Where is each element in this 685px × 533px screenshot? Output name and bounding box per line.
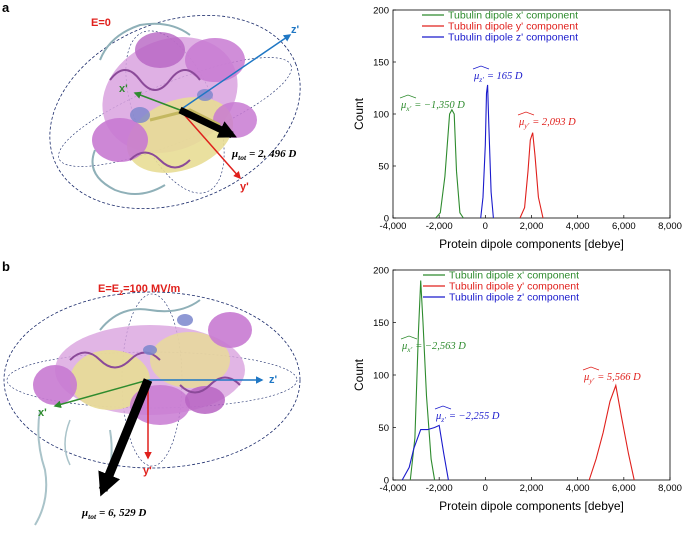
z-axis-arrow xyxy=(179,34,292,111)
x-tick-label: -2,000 xyxy=(426,483,453,494)
series-line-green xyxy=(435,108,464,219)
x-tick-label: 8,000 xyxy=(658,483,682,494)
x-tick-label: 8,000 xyxy=(658,221,682,232)
mu-total-label-b: μtot = 6, 529 D xyxy=(81,507,146,521)
x-tick-label: 2,000 xyxy=(520,483,544,494)
protein-structure xyxy=(33,299,252,526)
series-line-blue xyxy=(401,424,449,481)
ellipsoid-equator xyxy=(6,351,298,409)
y-tick-label: 200 xyxy=(373,266,389,277)
field-label-a: E=0 xyxy=(91,17,111,29)
panel-label-a: a xyxy=(2,0,10,15)
hat-mark xyxy=(434,405,452,410)
panel-a-structure: a E=0 z' x' y' μtot = 2, 496 D xyxy=(2,0,301,210)
x-tick-label: 6,000 xyxy=(612,221,636,232)
x-axis-label: x' xyxy=(119,83,128,95)
z-axis-label: z' xyxy=(291,24,300,36)
y-axis-title: Count xyxy=(352,97,366,130)
legend-entry: Tubulin dipole y' component xyxy=(448,21,578,33)
hat-mark xyxy=(582,366,600,371)
hat-mark xyxy=(400,335,418,340)
total-dipole-arrow xyxy=(178,106,237,139)
y-tick-label: 100 xyxy=(373,110,389,121)
x-tick-label: -2,000 xyxy=(426,221,453,232)
y-tick-label: 200 xyxy=(373,6,389,17)
hat-mark xyxy=(517,111,535,116)
legend-entry: Tubulin dipole y' component xyxy=(449,281,579,293)
y-tick-label: 150 xyxy=(373,318,389,329)
x-tick-label: -4,000 xyxy=(380,221,407,232)
x-tick-label: -4,000 xyxy=(380,483,407,494)
series-line-red xyxy=(519,132,544,219)
legend-entry: Tubulin dipole z' component xyxy=(449,292,579,304)
y-tick-label: 150 xyxy=(373,58,389,69)
z-axis-label: z' xyxy=(269,374,278,386)
hat-mark xyxy=(399,94,417,99)
x-axis-label: x' xyxy=(38,407,47,419)
x-axis-arrow xyxy=(133,91,181,111)
legend-entry: Tubulin dipole x' component xyxy=(448,10,578,22)
x-axis-title: Protein dipole components [debye] xyxy=(439,499,624,513)
x-tick-label: 4,000 xyxy=(566,221,590,232)
mean-annotation-green: μx' = −2,563 D xyxy=(401,341,466,354)
x-axis-title: Protein dipole components [debye] xyxy=(439,237,624,251)
y-axis-label: y' xyxy=(143,465,152,477)
mu-total-label-a: μtot = 2, 496 D xyxy=(231,148,296,162)
y-tick-label: 0 xyxy=(384,476,389,487)
y-tick-label: 50 xyxy=(378,162,389,173)
panel-b-structure: b E=Ez=100 MV/m z' x' y' μtot = xyxy=(2,259,301,526)
y-tick-label: 50 xyxy=(378,423,389,434)
total-dipole-arrow xyxy=(98,378,153,497)
histogram-a: -4,000 -2,000 0 2,000 4,000 6,000 8,000 0 50 100 1… xyxy=(352,6,682,252)
mean-annotation-blue: μz' = −2,255 D xyxy=(435,411,500,424)
series-line-blue xyxy=(480,84,494,219)
y-tick-label: 0 xyxy=(384,214,389,225)
x-axis-arrow xyxy=(53,379,149,408)
mean-annotation-red: μy' = 2,093 D xyxy=(518,117,576,130)
histogram-b: -4,000 -2,000 0 2,000 4,000 6,000 8,000 0 50 100 1… xyxy=(352,266,682,514)
mean-annotation-blue: μz' = 165 D xyxy=(473,71,523,84)
mean-annotation-red: μy' = 5,566 D xyxy=(583,372,641,385)
field-label-b: E=Ez=100 MV/m xyxy=(98,283,180,297)
series-line-red xyxy=(588,383,635,481)
x-tick-label: 0 xyxy=(483,483,488,494)
y-axis-label: y' xyxy=(240,181,249,193)
x-tick-label: 0 xyxy=(483,221,488,232)
y-axis-title: Count xyxy=(352,358,366,391)
legend-entry: Tubulin dipole z' component xyxy=(448,32,578,44)
x-tick-label: 6,000 xyxy=(612,483,636,494)
y-axis-arrow xyxy=(179,109,241,180)
series-line-green xyxy=(409,280,436,481)
mean-annotation-green: μx' = −1,350 D xyxy=(400,100,465,113)
y-tick-label: 100 xyxy=(373,371,389,382)
hat-mark xyxy=(472,65,490,70)
x-tick-label: 4,000 xyxy=(566,483,590,494)
legend-entry: Tubulin dipole x' component xyxy=(449,270,579,282)
ellipsoid-outline xyxy=(3,291,301,469)
x-tick-label: 2,000 xyxy=(520,221,544,232)
panel-label-b: b xyxy=(2,259,10,274)
ellipsoid-outline xyxy=(49,14,301,210)
